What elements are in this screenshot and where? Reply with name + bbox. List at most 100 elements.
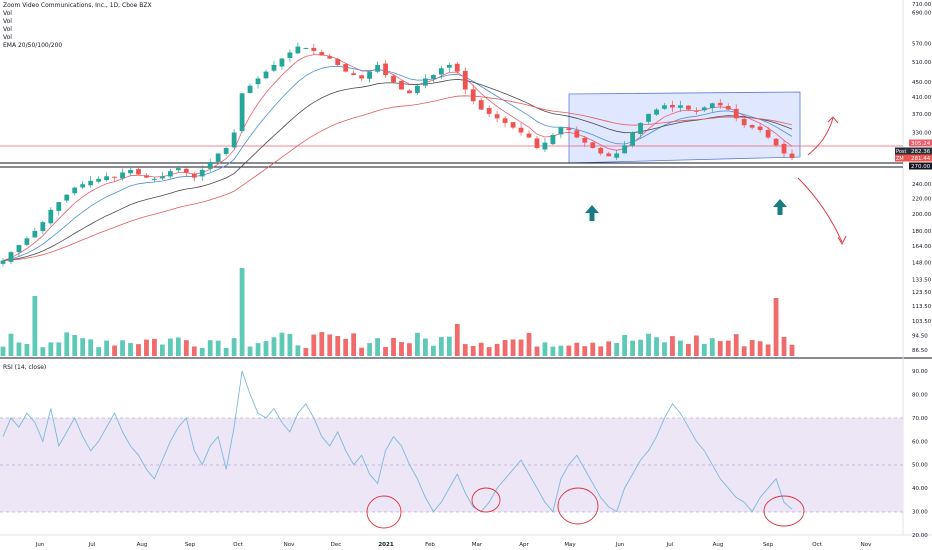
volume-bar xyxy=(159,344,165,356)
time-tick-label: Sep xyxy=(763,542,774,548)
volume-bar xyxy=(263,341,269,356)
time-tick-label: Mar xyxy=(472,542,483,548)
candle-body xyxy=(32,230,38,238)
price-badges: 305.24 Post 282.36 ZM 281.44 270.00 xyxy=(895,139,932,170)
time-tick-label: Aug xyxy=(713,542,724,548)
time-tick-label: Oct xyxy=(812,542,822,548)
candle-body xyxy=(446,64,452,68)
rsi-axis[interactable]: 90.00 80.00 70.00 60.00 50.00 40.00 30.00 20.00 xyxy=(912,369,928,539)
volume-bar xyxy=(24,344,30,356)
badge-tag xyxy=(895,154,909,162)
volume-bar xyxy=(773,298,779,356)
candle-body xyxy=(415,85,420,93)
time-tick-label: Oct xyxy=(233,542,243,548)
candle-body xyxy=(670,104,675,108)
candle-body xyxy=(128,169,133,174)
candle-body xyxy=(72,187,78,194)
volume-bar xyxy=(311,334,317,356)
volume-bar xyxy=(486,347,492,356)
candle-body xyxy=(88,180,94,186)
candle-body xyxy=(606,153,612,157)
candle-body xyxy=(279,58,285,67)
candle-body xyxy=(104,176,110,181)
volume-bar xyxy=(40,347,46,356)
volume-bar xyxy=(319,332,325,356)
candle-body xyxy=(159,176,165,179)
candle-body xyxy=(383,63,388,76)
volume-bar xyxy=(757,341,763,356)
volume-bar xyxy=(223,347,229,356)
channel-box[interactable] xyxy=(568,91,801,164)
volume-bar xyxy=(630,340,636,356)
volume-bar xyxy=(534,346,540,356)
price-tick-label: 570.00 xyxy=(912,42,932,48)
volume-bar xyxy=(327,334,333,356)
volume-bar xyxy=(279,332,285,356)
candle-body xyxy=(542,142,548,150)
volume-bar xyxy=(391,337,396,356)
candle-body xyxy=(622,145,628,154)
ema-line-2 xyxy=(2,78,793,261)
volume-bar xyxy=(654,337,659,356)
projection-down-arrowhead xyxy=(837,235,847,245)
candle-body xyxy=(136,169,141,175)
volume-bar xyxy=(422,338,428,356)
candle-body xyxy=(311,47,317,51)
volume-bar xyxy=(144,339,149,356)
ema-lines xyxy=(2,54,793,261)
volume-bar xyxy=(765,344,771,356)
candle-body xyxy=(526,133,532,138)
volume-bar xyxy=(430,345,436,356)
candle-body xyxy=(654,109,659,115)
candle-body xyxy=(8,252,14,262)
candle-body xyxy=(367,71,373,79)
volume-bar xyxy=(399,342,404,356)
price-axis[interactable]: 710.00 690.00 570.00 510.00 450.00 410.00 370.… xyxy=(912,2,932,354)
volume-bar xyxy=(542,342,548,356)
volume-bar xyxy=(255,343,261,356)
volume-bar xyxy=(407,343,412,356)
volume-bar xyxy=(709,338,715,356)
candle-body xyxy=(120,172,125,179)
candle-body xyxy=(630,132,636,146)
volume-bar xyxy=(183,340,189,356)
volume-bar xyxy=(271,337,277,356)
volume-bar xyxy=(239,268,245,356)
volume-bar xyxy=(415,332,420,356)
volume-bar xyxy=(566,345,572,356)
volume-bar xyxy=(574,342,580,356)
volume-bar xyxy=(789,344,795,356)
rsi-tick-label: 70.00 xyxy=(912,416,928,422)
volume-bar xyxy=(478,342,484,356)
time-axis[interactable]: Jun Jul Aug Sep Oct Nov Dec 2021 Feb Mar Apr May Jun… xyxy=(35,542,872,548)
volume-bar xyxy=(558,345,564,356)
volume-bar xyxy=(351,333,357,356)
candle-body xyxy=(239,93,245,131)
candle-body xyxy=(112,176,117,178)
volume-bar xyxy=(494,343,500,356)
price-tick-label: 113.50 xyxy=(912,304,932,310)
volume-bar xyxy=(191,346,197,356)
candle-body xyxy=(765,129,771,138)
candle-body xyxy=(534,138,540,148)
time-tick-label: Jun xyxy=(615,542,625,548)
price-tick-label: 410.00 xyxy=(912,95,932,101)
candle-body xyxy=(574,130,580,138)
price-tick-label: 133.50 xyxy=(912,277,932,283)
candle-body xyxy=(438,68,444,75)
projection-up-stroke xyxy=(807,117,834,156)
volume-bar xyxy=(112,345,117,356)
time-tick-label: Jun xyxy=(35,542,45,548)
legend-ema: EMA 20/50/100/200 xyxy=(3,42,63,49)
volume-bar xyxy=(749,340,755,356)
rsi-tick-label: 40.00 xyxy=(912,486,928,492)
volume-bar xyxy=(16,342,22,356)
candle-body xyxy=(709,103,715,109)
candle-body xyxy=(56,202,62,211)
up-arrow-icon xyxy=(585,205,599,221)
up-arrow-icon xyxy=(773,199,787,215)
candle-body xyxy=(638,122,643,135)
time-tick-label: Aug xyxy=(137,542,148,548)
time-tick-label: May xyxy=(564,542,576,548)
